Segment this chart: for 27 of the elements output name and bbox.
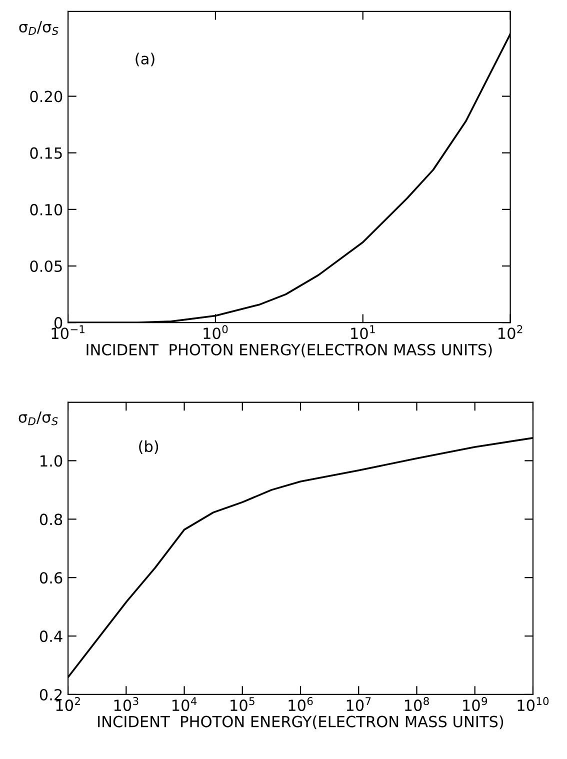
y-tick-label: 0.05 <box>30 260 62 272</box>
x-tick-label: 10$^{9}$ <box>463 697 488 712</box>
y-tick-label: 0.6 <box>40 572 62 584</box>
y-tick-label: 0.15 <box>30 147 62 159</box>
annotation: (b) <box>139 440 158 454</box>
y-tick-label: 0.4 <box>40 630 62 642</box>
x-tick-label: 10$^{8}$ <box>404 697 429 712</box>
annotation: (a) <box>136 52 154 66</box>
y-tick-label: 1.0 <box>40 455 62 467</box>
y-tick-label: 0.20 <box>30 90 62 102</box>
x-tick-label: 10$^{7}$ <box>346 697 371 712</box>
y-tick-label: 0.8 <box>40 514 62 526</box>
x-axis-title: INCIDENT PHOTON ENERGY(ELECTRON MASS UNITS) <box>86 344 492 358</box>
y-axis-title: σ$_{D}$/σ$_{S}$ <box>19 21 58 35</box>
y-tick-label: 0.10 <box>30 204 62 216</box>
x-tick-label: 10$^{1}$ <box>351 325 375 340</box>
x-tick-label: 10$^{10}$ <box>518 697 549 712</box>
x-tick-label: 10$^{0}$ <box>204 325 228 340</box>
y-tick-label: 0 <box>54 317 62 329</box>
x-tick-label: 10$^{2}$ <box>498 325 522 340</box>
y-tick-label: 0.2 <box>40 688 62 701</box>
x-tick-label: 10$^{6}$ <box>288 697 313 712</box>
x-axis-title: INCIDENT PHOTON ENERGY(ELECTRON MASS UNITS) <box>98 716 504 730</box>
x-tick-label: 10$^{3}$ <box>114 697 138 712</box>
y-axis-title: σ$_{D}$/σ$_{S}$ <box>18 411 58 426</box>
x-tick-label: 10$^{4}$ <box>172 697 197 712</box>
x-tick-label: 10$^{5}$ <box>230 697 254 712</box>
